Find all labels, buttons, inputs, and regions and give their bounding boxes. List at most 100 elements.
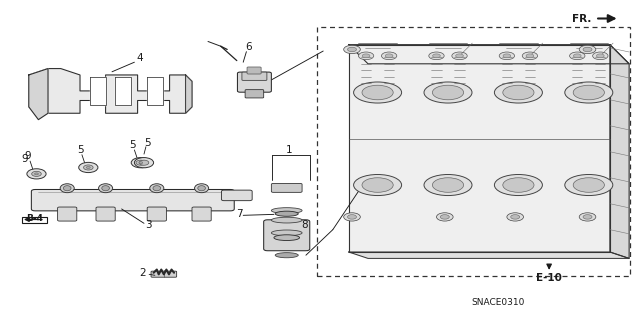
Text: 1: 1 bbox=[286, 145, 292, 155]
Circle shape bbox=[440, 215, 449, 219]
Ellipse shape bbox=[564, 174, 613, 196]
FancyBboxPatch shape bbox=[151, 271, 177, 277]
Polygon shape bbox=[90, 77, 106, 105]
FancyBboxPatch shape bbox=[245, 90, 264, 98]
FancyBboxPatch shape bbox=[271, 183, 302, 192]
Ellipse shape bbox=[494, 82, 543, 103]
Ellipse shape bbox=[573, 85, 604, 100]
Ellipse shape bbox=[275, 211, 298, 216]
FancyBboxPatch shape bbox=[247, 67, 261, 74]
Circle shape bbox=[452, 52, 467, 60]
Ellipse shape bbox=[362, 85, 393, 100]
Ellipse shape bbox=[79, 162, 98, 173]
Circle shape bbox=[570, 52, 585, 60]
Ellipse shape bbox=[86, 167, 90, 168]
Circle shape bbox=[522, 52, 538, 60]
Circle shape bbox=[436, 213, 453, 221]
Polygon shape bbox=[349, 252, 629, 258]
Circle shape bbox=[573, 54, 581, 58]
Circle shape bbox=[381, 52, 397, 60]
Ellipse shape bbox=[353, 82, 402, 103]
FancyBboxPatch shape bbox=[58, 207, 77, 221]
FancyBboxPatch shape bbox=[96, 207, 115, 221]
Ellipse shape bbox=[503, 178, 534, 192]
Text: 6: 6 bbox=[245, 42, 252, 52]
Circle shape bbox=[385, 54, 393, 58]
Circle shape bbox=[507, 213, 524, 221]
Circle shape bbox=[362, 54, 370, 58]
Ellipse shape bbox=[433, 178, 463, 192]
FancyBboxPatch shape bbox=[147, 207, 166, 221]
Text: FR.: FR. bbox=[572, 14, 591, 24]
Polygon shape bbox=[349, 45, 610, 252]
Circle shape bbox=[583, 47, 592, 52]
Text: 5: 5 bbox=[77, 145, 83, 155]
Ellipse shape bbox=[424, 174, 472, 196]
Ellipse shape bbox=[27, 169, 46, 179]
Ellipse shape bbox=[134, 158, 154, 168]
Ellipse shape bbox=[275, 253, 298, 258]
Circle shape bbox=[503, 54, 511, 58]
Ellipse shape bbox=[84, 165, 93, 170]
Circle shape bbox=[348, 215, 356, 219]
Ellipse shape bbox=[271, 208, 302, 213]
Text: B-4: B-4 bbox=[26, 214, 43, 223]
Circle shape bbox=[579, 213, 596, 221]
Circle shape bbox=[344, 213, 360, 221]
Circle shape bbox=[344, 45, 360, 54]
Circle shape bbox=[433, 54, 440, 58]
Polygon shape bbox=[610, 45, 629, 258]
Polygon shape bbox=[186, 75, 192, 113]
Ellipse shape bbox=[35, 173, 38, 175]
Ellipse shape bbox=[102, 186, 109, 191]
Circle shape bbox=[429, 52, 444, 60]
Text: 5: 5 bbox=[129, 140, 136, 150]
Text: 7: 7 bbox=[236, 209, 243, 219]
Text: 8: 8 bbox=[301, 220, 308, 230]
Circle shape bbox=[583, 215, 592, 219]
Ellipse shape bbox=[60, 184, 74, 193]
FancyBboxPatch shape bbox=[31, 189, 234, 211]
Text: 5: 5 bbox=[144, 137, 150, 148]
Ellipse shape bbox=[195, 184, 209, 193]
Ellipse shape bbox=[131, 158, 150, 168]
Ellipse shape bbox=[433, 85, 463, 100]
Ellipse shape bbox=[424, 82, 472, 103]
Ellipse shape bbox=[274, 235, 300, 241]
Ellipse shape bbox=[150, 184, 164, 193]
Text: 3: 3 bbox=[145, 220, 152, 230]
Ellipse shape bbox=[31, 171, 41, 176]
Ellipse shape bbox=[136, 160, 146, 165]
Polygon shape bbox=[29, 69, 48, 120]
Circle shape bbox=[348, 47, 356, 52]
Ellipse shape bbox=[362, 178, 393, 192]
Circle shape bbox=[593, 52, 608, 60]
Polygon shape bbox=[29, 69, 192, 113]
Text: 9: 9 bbox=[25, 151, 31, 161]
Text: 4: 4 bbox=[136, 53, 143, 63]
Circle shape bbox=[456, 54, 463, 58]
Circle shape bbox=[579, 45, 596, 54]
Circle shape bbox=[596, 54, 604, 58]
Ellipse shape bbox=[140, 160, 149, 165]
Ellipse shape bbox=[573, 178, 604, 192]
FancyBboxPatch shape bbox=[237, 72, 271, 92]
Bar bbox=[317, 27, 630, 276]
Ellipse shape bbox=[153, 186, 161, 191]
Text: 2: 2 bbox=[140, 268, 146, 278]
Text: E-10: E-10 bbox=[536, 273, 562, 283]
FancyBboxPatch shape bbox=[22, 217, 47, 223]
Ellipse shape bbox=[564, 82, 613, 103]
Ellipse shape bbox=[494, 174, 543, 196]
FancyBboxPatch shape bbox=[264, 220, 310, 251]
Ellipse shape bbox=[271, 230, 302, 236]
Ellipse shape bbox=[139, 162, 143, 164]
Ellipse shape bbox=[63, 186, 71, 191]
Circle shape bbox=[358, 52, 374, 60]
Polygon shape bbox=[147, 77, 163, 105]
Polygon shape bbox=[349, 45, 629, 64]
Text: 9: 9 bbox=[21, 154, 28, 164]
Ellipse shape bbox=[271, 217, 302, 223]
Circle shape bbox=[511, 215, 520, 219]
Ellipse shape bbox=[99, 184, 113, 193]
